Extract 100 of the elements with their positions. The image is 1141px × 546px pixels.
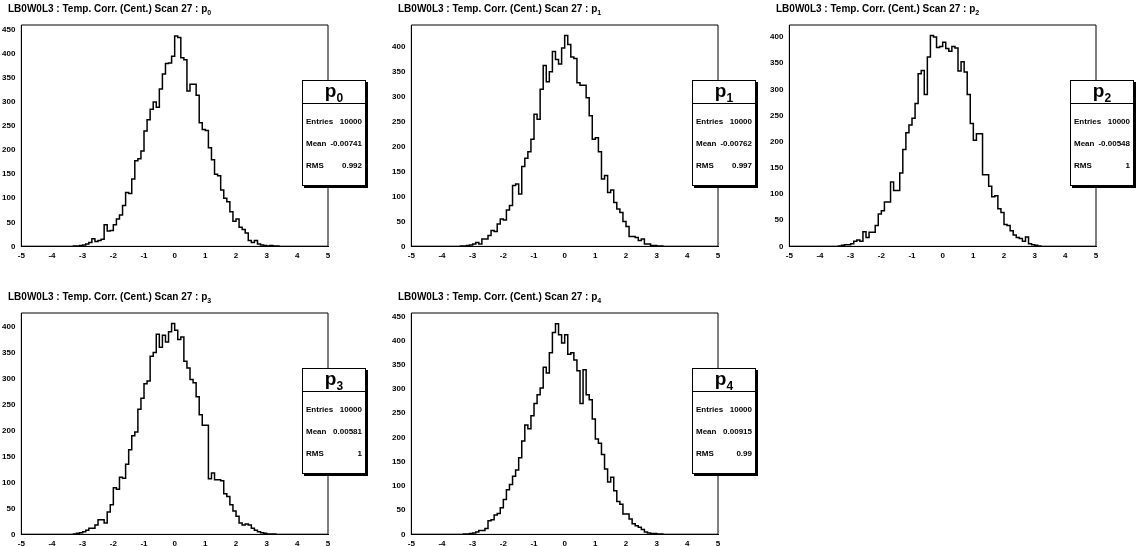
- y-tick-label: 250: [391, 408, 406, 418]
- y-tick-label: 150: [391, 456, 406, 466]
- y-tick-label: 100: [1, 477, 16, 487]
- text: -0.00548: [1098, 139, 1130, 148]
- x-tick-label: -5: [17, 539, 26, 546]
- text: 0.997: [731, 161, 752, 170]
- x-tick-label: 1: [971, 251, 977, 261]
- text: 10000: [729, 405, 752, 414]
- y-tick-label: 300: [391, 384, 406, 394]
- x-tick-label: -5: [407, 251, 416, 261]
- annotation: Entries: [1074, 117, 1102, 126]
- x-tick-label: 2: [1001, 251, 1007, 261]
- y-tick-label: 200: [391, 141, 406, 151]
- x-tick-label: 0: [562, 251, 568, 261]
- x-tick-label: -2: [499, 251, 508, 261]
- y-tick-label: 250: [1, 121, 16, 131]
- x-tick-label: 5: [325, 539, 331, 546]
- y-tick-label: 350: [391, 360, 406, 370]
- y-tick-label: 300: [1, 97, 16, 107]
- x-tick-label: -4: [816, 251, 825, 261]
- x-tick-label: 2: [233, 251, 239, 261]
- chart-title: LB0W0L3 : Temp. Corr. (Cent.) Scan 27 : p$_{3}$: [8, 291, 212, 304]
- annotation: p$_{3}$: [303, 368, 365, 393]
- x-tick-label: 4: [295, 539, 301, 546]
- y-tick-label: 150: [1, 169, 16, 179]
- x-tick-label: -2: [109, 251, 118, 261]
- y-tick-label: 150: [769, 163, 784, 173]
- y-tick-label: 200: [391, 432, 406, 442]
- x-tick-label: -2: [109, 539, 118, 546]
- y-tick-label: 300: [1, 373, 16, 383]
- y-tick-label: 50: [6, 217, 16, 227]
- annotation: RMS: [306, 449, 324, 458]
- x-tick-label: 2: [233, 539, 239, 546]
- annotation: p$_{4}$: [693, 368, 755, 393]
- text: 10000: [339, 405, 362, 414]
- text: 1: [1125, 161, 1130, 170]
- y-tick-label: 0: [400, 529, 406, 539]
- text: 10000: [729, 117, 752, 126]
- x-tick-label: 1: [593, 539, 599, 546]
- x-tick-label: -3: [79, 539, 87, 546]
- y-tick-label: 200: [1, 145, 16, 155]
- x-tick-label: 2: [623, 539, 629, 546]
- annotation: Mean: [696, 427, 717, 436]
- text: 10000: [339, 117, 362, 126]
- x-tick-label: 3: [1032, 251, 1038, 261]
- y-tick-label: 100: [391, 481, 406, 491]
- x-tick-label: 1: [203, 251, 209, 261]
- x-tick-label: -3: [469, 539, 477, 546]
- annotation: Mean: [306, 427, 327, 436]
- x-tick-label: 2: [623, 251, 629, 261]
- chart-title: LB0W0L3 : Temp. Corr. (Cent.) Scan 27 : p$_{2}$: [776, 3, 980, 16]
- x-tick-label: 3: [654, 251, 660, 261]
- x-tick-label: -3: [469, 251, 477, 261]
- x-tick-label: 5: [325, 251, 331, 261]
- x-tick-label: 4: [685, 539, 691, 546]
- text: 1: [357, 449, 362, 458]
- y-tick-label: 400: [1, 49, 16, 59]
- x-tick-label: 0: [172, 251, 178, 261]
- x-tick-label: 5: [1093, 251, 1099, 261]
- x-tick-label: -2: [877, 251, 886, 261]
- chart-title: LB0W0L3 : Temp. Corr. (Cent.) Scan 27 : p$_{0}$: [8, 3, 212, 16]
- annotation: RMS: [1074, 161, 1092, 170]
- y-tick-label: 50: [774, 215, 784, 225]
- x-tick-label: 5: [715, 251, 721, 261]
- x-tick-label: 3: [264, 251, 270, 261]
- y-tick-label: 50: [396, 505, 406, 515]
- x-tick-label: 3: [654, 539, 660, 546]
- y-tick-label: 350: [1, 73, 16, 83]
- x-tick-label: -4: [48, 539, 57, 546]
- x-tick-label: -2: [499, 539, 508, 546]
- annotation: Entries: [696, 405, 724, 414]
- annotation: RMS: [696, 161, 714, 170]
- text: -0.00762: [720, 139, 752, 148]
- x-tick-label: 1: [593, 251, 599, 261]
- text: 0.99: [736, 449, 752, 458]
- text: -0.00741: [330, 139, 362, 148]
- annotation: RMS: [696, 449, 714, 458]
- y-tick-label: 100: [391, 191, 406, 201]
- x-tick-label: -4: [438, 251, 447, 261]
- x-tick-label: 3: [264, 539, 270, 546]
- y-tick-label: 350: [391, 67, 406, 77]
- annotation: Mean: [696, 139, 717, 148]
- x-tick-label: 4: [295, 251, 301, 261]
- annotation: Mean: [306, 139, 327, 148]
- x-tick-label: -5: [17, 251, 26, 261]
- y-tick-label: 250: [769, 110, 784, 120]
- annotation: p$_{0}$: [303, 80, 365, 105]
- y-tick-label: 150: [1, 451, 16, 461]
- y-tick-label: 200: [1, 425, 16, 435]
- annotation: Mean: [1074, 139, 1095, 148]
- y-tick-label: 0: [400, 241, 406, 251]
- text: 0.00581: [333, 427, 362, 436]
- y-tick-label: 100: [769, 189, 784, 199]
- x-tick-label: -1: [908, 251, 917, 261]
- chart-title: LB0W0L3 : Temp. Corr. (Cent.) Scan 27 : p$_{1}$: [398, 3, 602, 16]
- text: 0.992: [341, 161, 362, 170]
- text: 0.00915: [723, 427, 752, 436]
- x-tick-label: -4: [438, 539, 447, 546]
- annotation: p$_{1}$: [693, 80, 755, 105]
- y-tick-label: 450: [391, 311, 406, 321]
